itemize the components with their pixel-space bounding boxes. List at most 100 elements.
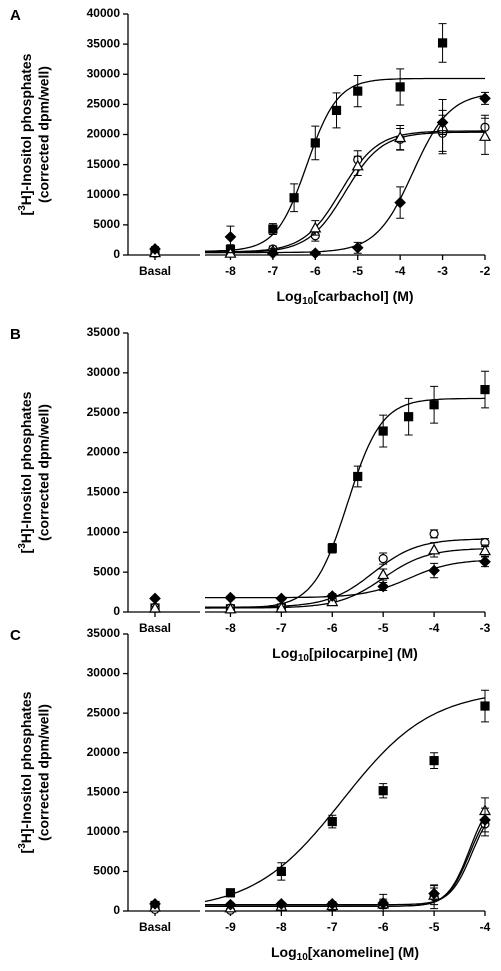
data-point [225,888,236,898]
data-point [428,543,441,555]
data-point [378,553,388,564]
data-point [224,898,237,911]
y-tick-label: 25000 [87,405,121,419]
x-tick-label: -5 [352,264,363,278]
x-axis-label: Log10[xanomeline] (M) [271,944,419,963]
x-tick-label: -7 [327,920,338,934]
data-point [394,131,407,143]
fit-curve [205,397,485,609]
data-point [437,38,448,48]
y-label-part: H]-Inositol phosphates [18,53,34,205]
x-tick-label: -4 [429,621,440,635]
y-tick-label: 25000 [87,97,121,111]
y-tick-label: 5000 [93,564,120,578]
x-label-part: [xanomeline] (M) [308,944,419,960]
y-tick-label: 5000 [93,217,120,231]
panel-letter: A [10,7,21,24]
x-label-part: Log [276,288,302,304]
y-tick-label: 5000 [93,864,120,878]
data-point [478,130,492,141]
data-point [378,786,388,796]
fit-curve [205,814,486,907]
data-point [378,426,388,436]
data-point [377,568,390,580]
y-axis-label: [3H]-Inositol phosphates [17,391,34,553]
fit-curve [204,77,485,252]
fit-curve [204,697,486,903]
x-tick-label: -5 [429,920,440,934]
data-point [395,82,405,92]
y-tick-label: 20000 [87,745,121,759]
y-tick-label: 15000 [87,157,121,171]
data-point [275,898,288,910]
data-point [436,116,449,129]
y-tick-label: 20000 [87,127,121,141]
data-point [326,898,339,910]
fit-curve [205,559,486,599]
data-point [377,580,390,593]
x-tick-label: -8 [225,621,236,635]
x-tick-label: -8 [276,920,287,934]
x-tick-label: -6 [378,920,389,934]
y-label-sup: 3 [17,843,28,849]
y-axis-label-2: (corrected dpm/well) [36,66,52,203]
basal-point [148,601,162,613]
x-tick-label: -2 [480,264,491,278]
y-tick-label: 0 [113,604,120,618]
panel: C 0 5000 10000 15000 20000 25000 30000 35000 -9 -8… [10,626,492,963]
data-point [310,138,320,148]
x-label-sub: 10 [302,296,314,307]
data-point [268,224,278,234]
y-label-sup: 3 [17,205,28,211]
data-point [331,105,342,116]
data-point [404,412,414,422]
x-tick-label: -3 [437,264,448,278]
x-tick-label: -9 [225,920,236,934]
y-label-part: [ [18,848,34,853]
basal-point [149,898,161,910]
x-tick-label: -5 [378,621,389,635]
y-label-part: H]-Inositol phosphates [18,391,34,543]
data-point [351,241,364,254]
x-axis-label: Log10[pilocarpine] (M) [272,645,418,664]
data-point [377,897,390,909]
y-label-part: [ [18,548,34,553]
y-tick-label: 15000 [87,784,121,798]
x-label-part: [carbachol] (M) [313,288,413,304]
y-axis-label-2: (corrected dpm/well) [36,404,52,541]
y-tick-label: 40000 [87,6,121,20]
data-point [428,887,440,900]
data-point [327,816,337,827]
x-label-sub: 10 [298,653,310,664]
y-tick-label: 0 [113,247,120,261]
data-point [326,590,339,602]
x-tick-label: -7 [276,621,287,635]
basal-point [149,592,161,605]
y-tick-label: 25000 [87,705,121,719]
x-tick-label: -6 [327,621,338,635]
data-point [429,756,439,766]
fit-curve [205,821,486,907]
data-point [267,247,279,260]
panel-letter: B [10,326,21,343]
y-axis-label: [3H]-Inositol phosphates [17,53,34,215]
y-tick-label: 10000 [87,524,121,538]
y-tick-label: 35000 [87,626,121,640]
y-tick-label: 15000 [87,485,121,499]
data-point [479,555,491,568]
x-label-part: Log [271,944,297,960]
y-axis-label-2: (corrected dpm/well) [36,704,52,841]
data-point [479,92,491,105]
data-point [480,384,490,395]
data-point [478,544,492,556]
basal-label: Basal [139,621,171,635]
x-tick-label: -6 [310,264,321,278]
panel: A 0 5000 10000 15000 20000 25000 30000 35000 4000… [10,6,492,307]
data-point [309,221,322,233]
x-label-sub: 10 [297,952,309,963]
fit-curve [205,548,486,609]
x-tick-label: -4 [480,920,491,934]
x-tick-label: -8 [225,264,236,278]
basal-label: Basal [139,920,171,934]
